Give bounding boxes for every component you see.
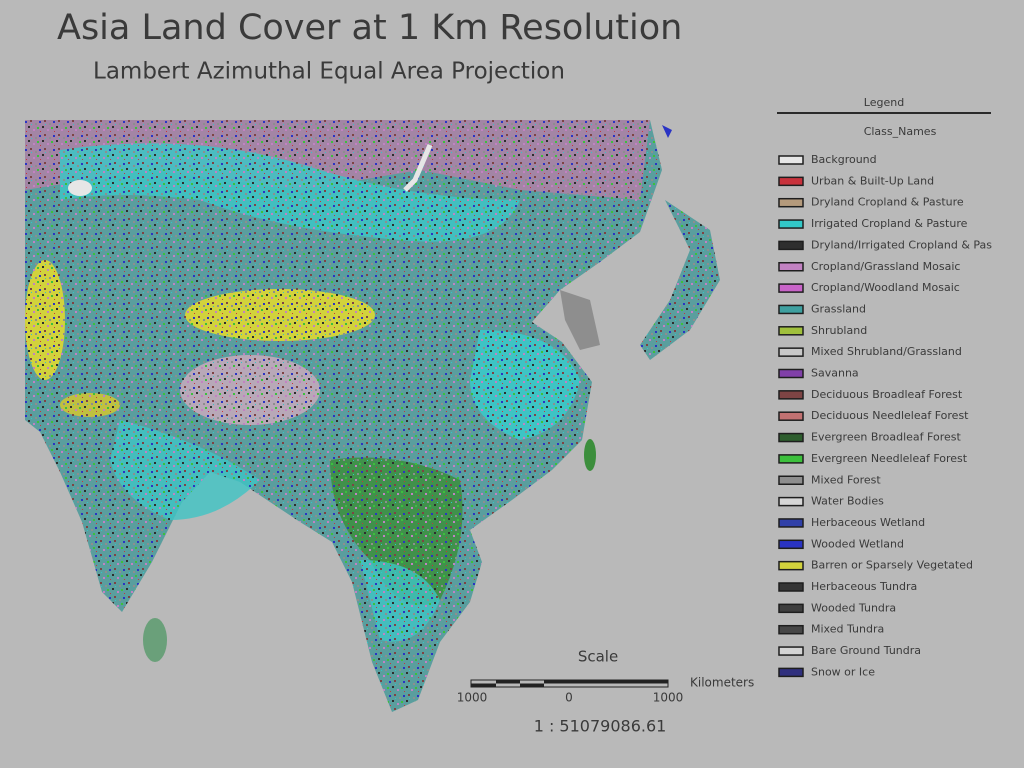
legend-swatch bbox=[778, 240, 804, 251]
legend-swatch bbox=[778, 176, 804, 187]
legend-label: Grassland bbox=[811, 302, 866, 315]
legend-label: Urban & Built-Up Land bbox=[811, 174, 934, 187]
legend-swatch bbox=[778, 496, 804, 507]
legend-swatch bbox=[778, 560, 804, 571]
scale-tick-label: 1000 bbox=[653, 691, 684, 705]
legend-swatch bbox=[778, 624, 804, 635]
legend-swatch bbox=[778, 432, 804, 443]
legend-label: Mixed Shrubland/Grassland bbox=[811, 345, 962, 358]
legend-swatch bbox=[778, 603, 804, 614]
legend-swatch bbox=[778, 155, 804, 165]
legend-label: Herbaceous Tundra bbox=[811, 580, 917, 593]
land-mass bbox=[25, 120, 720, 712]
legend-swatch bbox=[778, 518, 804, 528]
scale-bar bbox=[470, 679, 669, 688]
legend-label: Background bbox=[811, 153, 877, 166]
legend-swatch bbox=[778, 539, 804, 550]
scale-ratio: 1 : 51079086.61 bbox=[534, 717, 667, 736]
map-title: Asia Land Cover at 1 Km Resolution bbox=[57, 8, 682, 48]
legend-swatch bbox=[778, 646, 804, 656]
legend-swatch bbox=[778, 667, 804, 678]
legend-swatch bbox=[778, 582, 804, 592]
scale-unit: Kilometers bbox=[690, 676, 754, 690]
legend-label: Herbaceous Wetland bbox=[811, 516, 925, 529]
legend-label: Shrubland bbox=[811, 324, 867, 337]
map-subtitle: Lambert Azimuthal Equal Area Projection bbox=[93, 59, 565, 85]
legend-swatch bbox=[778, 304, 804, 315]
legend-swatch bbox=[778, 326, 804, 336]
legend-label: Evergreen Needleleaf Forest bbox=[811, 452, 968, 465]
legend-swatch bbox=[778, 347, 804, 357]
legend-label: Evergreen Broadleaf Forest bbox=[811, 431, 961, 444]
legend-label: Mixed Forest bbox=[811, 473, 881, 486]
legend-label: Barren or Sparsely Vegetated bbox=[811, 559, 973, 572]
scale-tick-label: 1000 bbox=[457, 691, 488, 705]
legend-swatch bbox=[778, 475, 804, 485]
legend-label: Irrigated Cropland & Pasture bbox=[811, 217, 968, 230]
legend-label: Water Bodies bbox=[811, 495, 884, 508]
legend-swatch bbox=[778, 411, 804, 421]
legend-swatch bbox=[778, 283, 804, 293]
legend-swatch bbox=[778, 368, 804, 379]
legend-label: Wooded Tundra bbox=[811, 601, 896, 614]
legend-label: Cropland/Woodland Mosaic bbox=[811, 281, 960, 294]
legend-label: Deciduous Needleleaf Forest bbox=[811, 409, 969, 422]
legend-label: Dryland Cropland & Pasture bbox=[811, 196, 964, 209]
legend-label: Snow or Ice bbox=[811, 665, 875, 678]
legend-label: Bare Ground Tundra bbox=[811, 644, 921, 657]
legend-field: Class_Names bbox=[864, 125, 937, 138]
legend-swatch bbox=[778, 219, 804, 229]
legend-label: Savanna bbox=[811, 367, 859, 380]
legend-label: Deciduous Broadleaf Forest bbox=[811, 388, 963, 401]
legend-label: Wooded Wetland bbox=[811, 537, 904, 550]
scale-title: Scale bbox=[578, 648, 618, 666]
legend-swatch bbox=[778, 390, 804, 400]
legend-swatch bbox=[778, 197, 804, 208]
legend-title: Legend bbox=[864, 96, 904, 109]
legend-label: Dryland/Irrigated Cropland & Pas bbox=[811, 238, 992, 251]
legend-swatch bbox=[778, 454, 804, 464]
legend-label: Cropland/Grassland Mosaic bbox=[811, 260, 960, 273]
scale-tick-label: 0 bbox=[565, 691, 573, 705]
legend-swatch bbox=[778, 262, 804, 272]
legend-label: Mixed Tundra bbox=[811, 623, 884, 636]
